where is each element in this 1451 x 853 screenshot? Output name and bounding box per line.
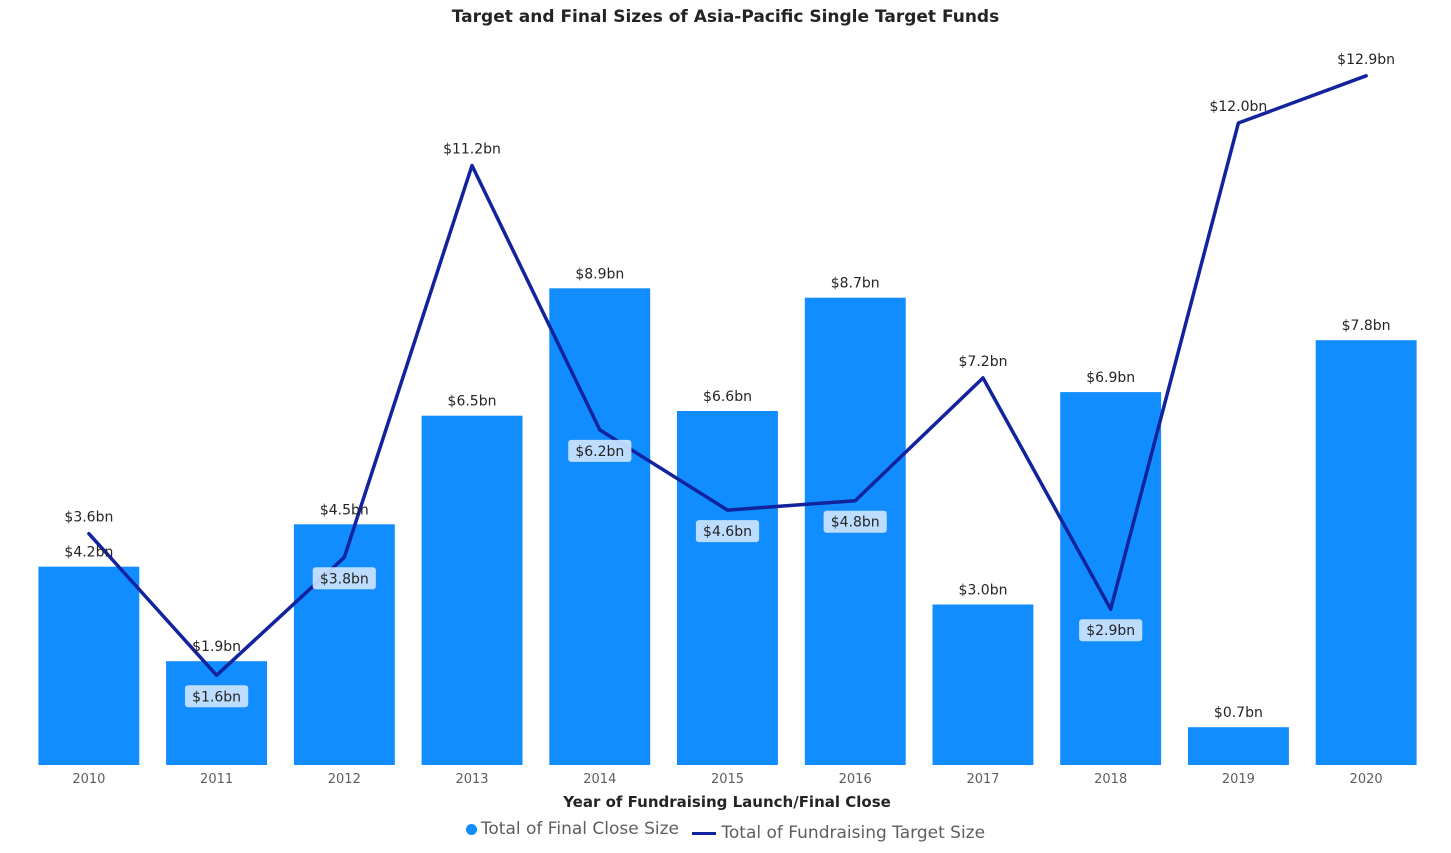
line-label-box-2014 (568, 439, 632, 462)
bar-label-2016: $8.7bn (831, 276, 880, 292)
x-tick-2013: 2013 (455, 772, 488, 787)
line-label-2019: $12.0bn (1209, 99, 1267, 115)
x-tick-2011: 2011 (200, 772, 233, 787)
legend-item-target[interactable]: Total of Fundraising Target Size (692, 823, 985, 843)
bar-label-2020: $7.8bn (1342, 318, 1391, 334)
x-tick-2010: 2010 (72, 772, 105, 787)
x-tick-2012: 2012 (328, 772, 361, 787)
line-label-2011: $1.6bn (192, 689, 241, 705)
bar-label-2014: $8.9bn (575, 266, 624, 282)
bar-label-2017: $3.0bn (959, 583, 1008, 599)
line-label-2020: $12.9bn (1337, 52, 1395, 68)
line-label-2013: $11.2bn (443, 142, 501, 158)
x-tick-2015: 2015 (711, 772, 744, 787)
line-layer (87, 74, 1368, 678)
bar-2020[interactable] (1315, 340, 1417, 765)
line-label-2010: $3.6bn (64, 510, 113, 526)
line-label-box-2015 (695, 520, 760, 543)
bar-2014[interactable] (549, 288, 651, 765)
bar-label-2010: $4.2bn (64, 545, 113, 561)
x-tick-2017: 2017 (966, 772, 999, 787)
legend-label-final-close: Total of Final Close Size (480, 819, 679, 839)
line-label-2015: $4.6bn (703, 524, 752, 540)
bar-2011[interactable] (166, 661, 267, 765)
x-tick-2019: 2019 (1222, 772, 1255, 787)
legend-dot-icon (465, 823, 477, 835)
legend: Total of Final Close Size Total of Fundr… (0, 819, 1451, 843)
chart-title: Target and Final Sizes of Asia-Pacific S… (451, 7, 1000, 27)
legend-line-icon (692, 831, 717, 835)
labels-layer: $4.2bn $1.9bn $4.5bn $6.5bn $8.9bn $6.6bn $8.7… (64, 52, 1395, 721)
legend-item-final-close[interactable]: Total of Final Close Size (465, 819, 679, 839)
line-label-2017: $7.2bn (959, 354, 1008, 370)
bar-label-2019: $0.7bn (1214, 705, 1263, 721)
line-label-box-2012 (312, 567, 376, 590)
line-label-2014: $6.2bn (575, 444, 624, 460)
x-tick-2016: 2016 (839, 772, 872, 787)
bar-2015[interactable] (677, 411, 778, 765)
target-size-line (87, 74, 1368, 678)
line-label-2018: $2.9bn (1086, 623, 1135, 639)
x-axis-title: Year of Fundraising Launch/Final Close (562, 793, 891, 811)
line-label-box-2011 (185, 685, 249, 708)
bar-label-2012: $4.5bn (320, 502, 369, 518)
x-tick-2020: 2020 (1350, 772, 1383, 787)
bar-2010[interactable] (38, 566, 140, 765)
bar-label-2018: $6.9bn (1086, 370, 1135, 386)
bar-2019[interactable] (1188, 727, 1289, 765)
x-tick-2018: 2018 (1094, 772, 1127, 787)
bar-2018[interactable] (1060, 392, 1162, 765)
ticks-layer: 2010 2011 2012 2013 2014 2015 2016 2017 2018 2019… (72, 772, 1382, 787)
bar-2013[interactable] (421, 415, 523, 765)
x-tick-2014: 2014 (583, 772, 616, 787)
bar-label-2013: $6.5bn (448, 394, 497, 410)
line-label-box-2018 (1079, 619, 1143, 642)
line-label-2012: $3.8bn (320, 571, 369, 587)
bar-label-2011: $1.9bn (192, 639, 241, 655)
bar-2017[interactable] (932, 604, 1034, 766)
legend-label-target: Total of Fundraising Target Size (721, 823, 986, 843)
line-label-2016: $4.8bn (831, 515, 880, 531)
bar-label-2015: $6.6bn (703, 389, 752, 405)
bar-2012[interactable] (293, 524, 395, 765)
line-label-box-2016 (823, 510, 887, 533)
bars-layer (38, 288, 1417, 766)
